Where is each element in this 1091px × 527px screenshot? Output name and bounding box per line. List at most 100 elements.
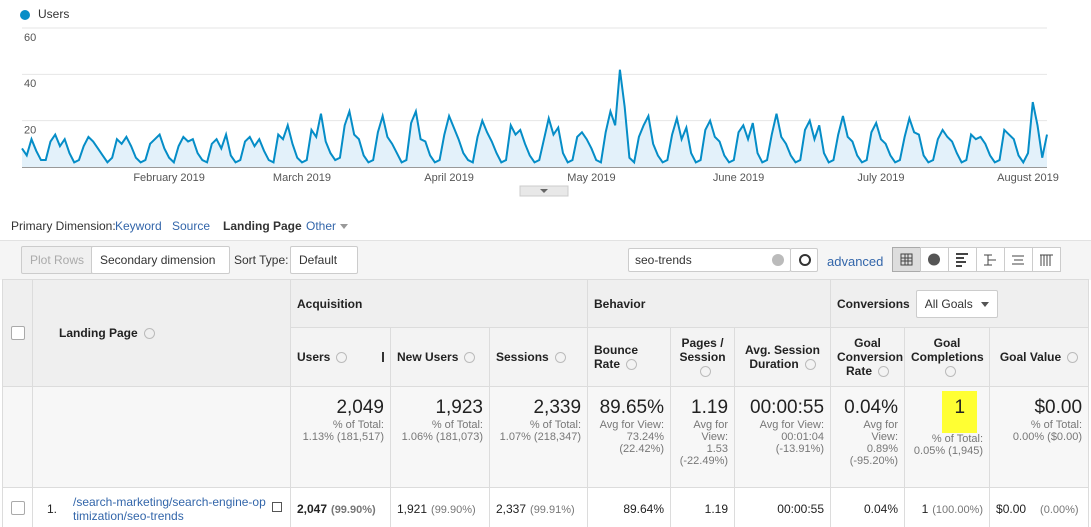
- column-header[interactable]: Bounce Rate: [587, 327, 672, 387]
- dropdown-text: Default: [299, 253, 338, 267]
- landing-page-link[interactable]: /search-marketing/search-engine-optimiza…: [73, 495, 266, 523]
- metric-cell: 1 (100.00%): [904, 487, 991, 527]
- chart: 20 40 60 February 2019 March 2019 April 2019 M…: [20, 7, 1059, 197]
- checkbox[interactable]: [10, 500, 25, 515]
- dimension-option[interactable]: Source: [172, 219, 211, 233]
- total-note: 0.89%: [866, 443, 899, 455]
- icon: [984, 254, 996, 266]
- totals-row: 2,049% of Total: 1.13% (181,517) 1,923% of…: [2, 386, 1090, 488]
- row-index: 1.: [47, 502, 58, 516]
- total-note: Avg for: [693, 419, 729, 431]
- column-title: Bounce Rate: [594, 343, 639, 371]
- dropdown-text: Secondary dimension: [100, 253, 216, 267]
- column-title: Pages / Session: [679, 336, 726, 364]
- column-title: Goal Value: [999, 350, 1062, 364]
- series-line: [21, 69, 1048, 165]
- empty-cell: [32, 386, 291, 488]
- series-area: [22, 69, 1047, 167]
- metric-value: 0.04%: [863, 502, 899, 516]
- x-tick-label: August 2019: [997, 172, 1059, 184]
- dimension-option: Landing Page: [223, 219, 302, 233]
- search-button[interactable]: [790, 248, 818, 272]
- metric-cell: 2,047 (99.90%): [290, 487, 391, 527]
- total-cell: 1.19 Avg for View: 1.53 (-22.49%): [670, 386, 736, 488]
- total-value: 0.04%: [844, 397, 899, 418]
- metric-value: 1.19: [704, 502, 729, 516]
- total-note: (-13.91%): [775, 443, 825, 455]
- view-bar[interactable]: [948, 247, 977, 272]
- clear-search[interactable]: [772, 254, 784, 266]
- metric-cell: 1.19: [670, 487, 736, 527]
- column-header[interactable]: Avg. Session Duration: [734, 327, 832, 387]
- icon: [1012, 255, 1024, 265]
- metric-percent: (0.00%): [1040, 504, 1079, 516]
- x-tick-label: March 2019: [273, 172, 331, 184]
- total-value: 1: [942, 391, 978, 433]
- column-header[interactable]: Goal Completions: [904, 327, 991, 387]
- metric-value: 1,921: [397, 502, 428, 516]
- total-cell: 1% of Total: 0.05% (1,945): [904, 386, 991, 488]
- metric-value: 00:00:55: [777, 502, 825, 516]
- plot-rows-button[interactable]: Plot Rows: [21, 246, 94, 274]
- group-header: Acquisition: [289, 279, 589, 328]
- column-header[interactable]: Goal Conversion Rate: [830, 327, 906, 387]
- total-note: % of Total:: [529, 419, 582, 431]
- total-cell: $0.00% of Total: 0.00% ($0.00): [989, 386, 1090, 488]
- total-note: % of Total:: [1030, 419, 1083, 431]
- metric-cell: 00:00:55: [734, 487, 832, 527]
- column-title: Avg. Session Duration: [745, 343, 820, 371]
- advanced-link[interactable]: advanced: [827, 254, 884, 269]
- checkbox[interactable]: [10, 326, 25, 340]
- metric-cell: 2,337 (99.91%): [488, 487, 589, 527]
- total-note: 1.07% (218,347): [499, 431, 582, 443]
- metric-cell: 0.04%: [830, 487, 906, 527]
- sort-type-dropdown[interactable]: Default: [290, 246, 358, 290]
- group-header-row: Landing Page Acquisition Behavior Conversio…: [2, 279, 1090, 387]
- header-text: Landing Page: [59, 326, 138, 340]
- y-tick-label: 60: [24, 32, 36, 44]
- dimension-option[interactable]: Other: [306, 219, 349, 233]
- column-header-row: Users New Users Sessions Bounce Rate Pages /…: [3, 327, 1090, 387]
- total-note: 1.13% (181,517): [302, 431, 384, 443]
- column-header[interactable]: Pages / Session: [670, 327, 736, 387]
- metric-percent: (99.91%): [530, 504, 575, 516]
- total-note: 73.24%: [626, 431, 665, 443]
- column-header[interactable]: Users: [290, 327, 391, 387]
- toolbar: Plot Rows Secondary dimension Sort Type: De…: [0, 240, 1091, 290]
- total-cell: 2,339% of Total: 1.07% (218,347): [488, 386, 589, 488]
- total-note: Avg for: [863, 419, 899, 431]
- dimension-option[interactable]: Keyword: [115, 219, 162, 233]
- column-title: Users: [297, 350, 331, 364]
- total-value: 1.19: [691, 397, 729, 418]
- metric-value: 89.64%: [623, 502, 665, 516]
- total-note: 00:01:04: [781, 431, 825, 443]
- search-icon: [799, 254, 811, 266]
- total-note: (-95.20%): [849, 455, 899, 467]
- report-table: Landing Page Acquisition Behavior Conversio…: [2, 279, 1090, 527]
- group-text: Behavior: [594, 296, 646, 311]
- landing-page-cell: 1. /search-marketing/search-engine-optimi…: [32, 487, 291, 527]
- column-header[interactable]: New Users: [390, 327, 490, 387]
- metric-percent: (99.90%): [431, 504, 476, 516]
- view-table[interactable]: [892, 247, 921, 272]
- help-icon: [878, 366, 890, 378]
- total-note: (22.42%): [619, 443, 665, 455]
- metric-percent: (100.00%): [932, 504, 984, 516]
- search-box[interactable]: seo-trends: [628, 248, 791, 272]
- column-header[interactable]: Goal Value: [989, 327, 1090, 387]
- dropdown-caret: [980, 301, 989, 307]
- row-select-cell: [2, 487, 33, 527]
- total-note: View:: [871, 431, 899, 443]
- group-header: Conversions All Goals: [830, 279, 1090, 328]
- secondary-dimension-dropdown[interactable]: Secondary dimension: [91, 246, 230, 290]
- help-icon: [464, 352, 476, 364]
- column-header[interactable]: Sessions: [488, 327, 589, 387]
- help-icon: [626, 359, 638, 371]
- external-link-icon[interactable]: [272, 502, 282, 512]
- metric-cell: $0.00 (0.00%): [989, 487, 1090, 527]
- column-title: Sessions: [496, 350, 549, 364]
- total-note: Avg for View:: [759, 419, 825, 431]
- total-note: 0.05% (1,945): [913, 445, 984, 457]
- goal-dropdown[interactable]: All Goals: [915, 289, 998, 318]
